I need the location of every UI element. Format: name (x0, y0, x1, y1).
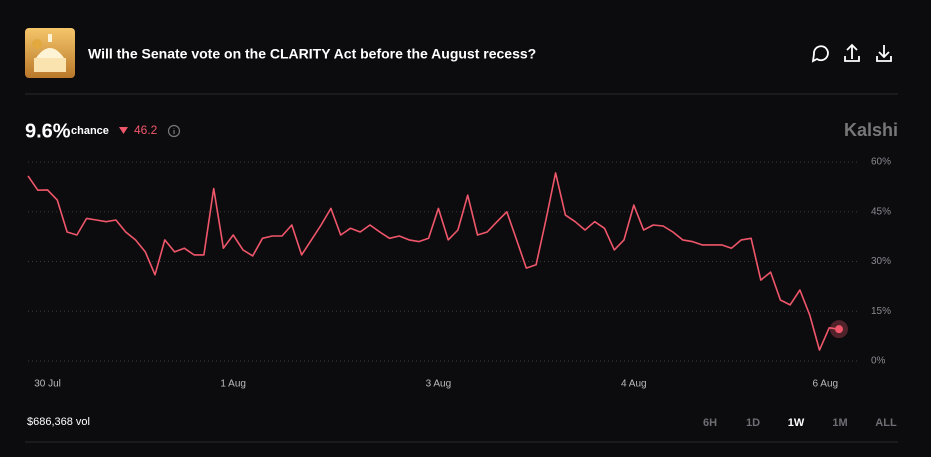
price-line (27, 172, 840, 351)
down-arrow (119, 127, 128, 134)
range-button[interactable]: ALL (875, 417, 897, 429)
market-title: Will the Senate vote on the CLARITY Act … (88, 46, 536, 62)
comment-button[interactable] (811, 45, 829, 63)
x-tick-label: 30 Jul (34, 379, 61, 390)
range-button[interactable]: 1W (788, 417, 805, 429)
y-tick-label: 0% (871, 356, 886, 367)
brand: Kalshi (844, 120, 898, 140)
x-tick-label: 3 Aug (426, 379, 452, 390)
range-button[interactable]: 6H (703, 417, 717, 429)
chance-value: 9.6% (25, 120, 71, 142)
x-tick-label: 4 Aug (621, 379, 647, 390)
market-image (25, 28, 75, 78)
chance-label: chance (71, 125, 109, 137)
x-tick-label: 6 Aug (813, 379, 839, 390)
volume: $686,368 vol (27, 416, 90, 428)
y-tick-label: 30% (871, 256, 891, 267)
range-button[interactable]: 1M (832, 417, 847, 429)
y-tick-label: 15% (871, 306, 891, 317)
share-button[interactable] (844, 43, 860, 62)
range-button[interactable]: 1D (746, 417, 760, 429)
x-tick-label: 1 Aug (220, 379, 246, 390)
y-tick-label: 60% (871, 157, 891, 168)
change-value: 46.2 (134, 123, 158, 137)
end-dot (835, 325, 843, 334)
y-tick-label: 45% (871, 206, 891, 217)
download-button[interactable] (876, 45, 892, 62)
info-icon[interactable] (167, 124, 181, 138)
